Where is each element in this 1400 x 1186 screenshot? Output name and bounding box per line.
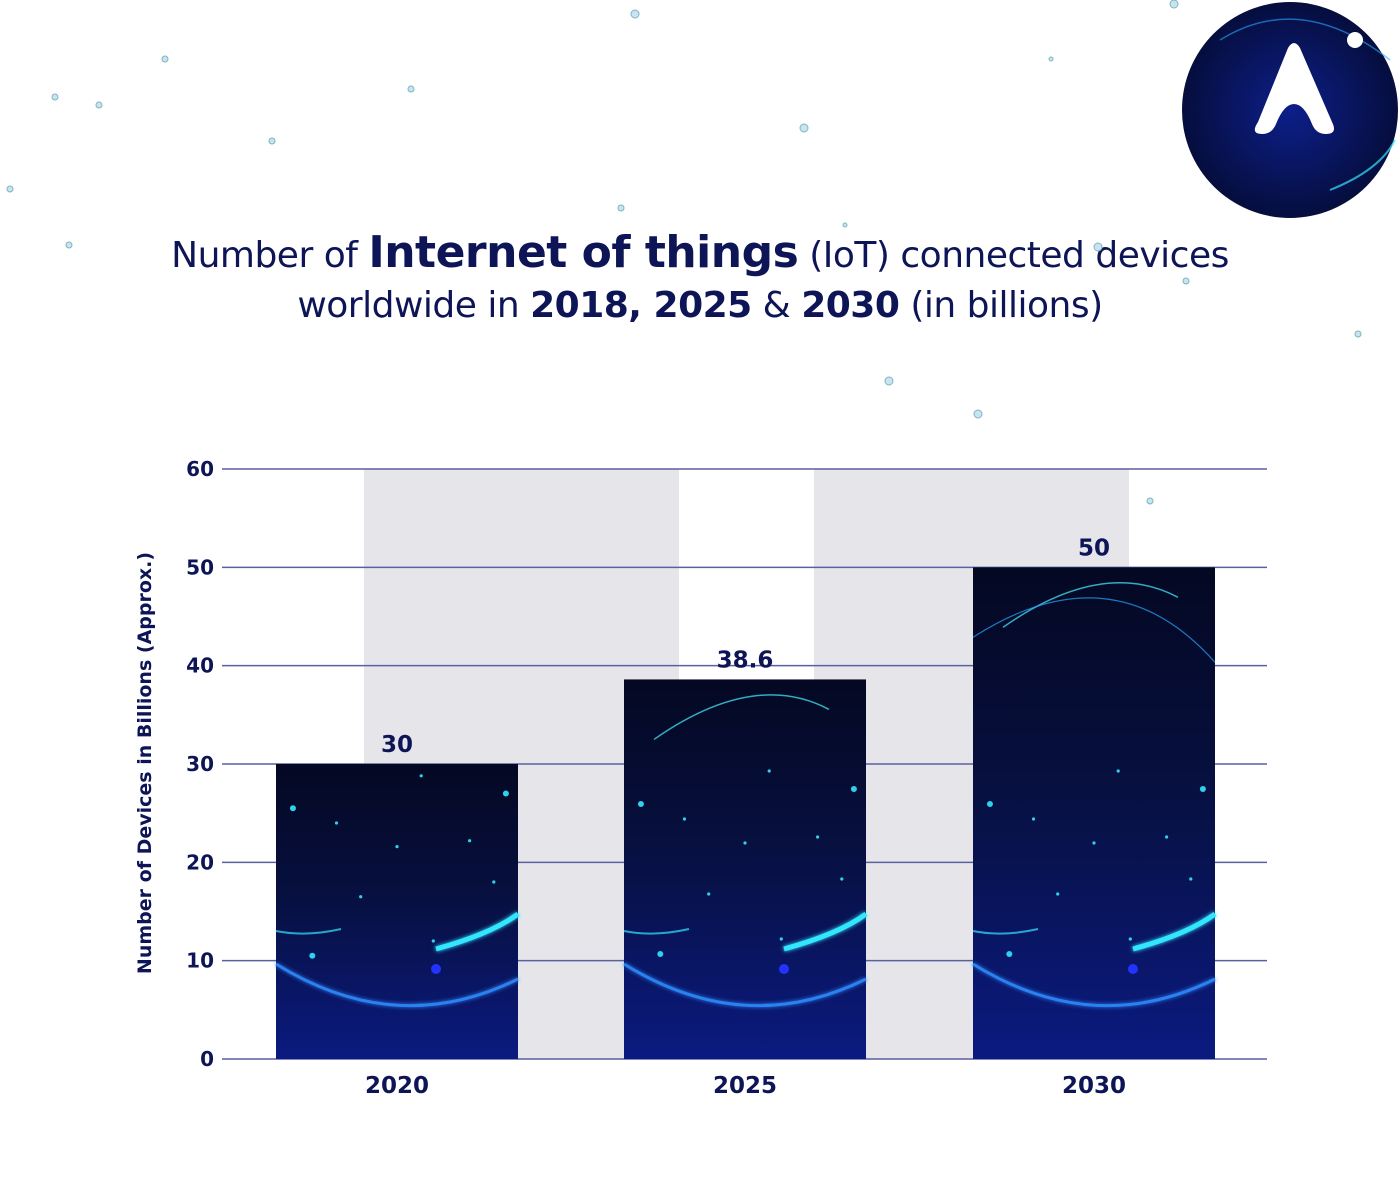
y-tick-label: 30 <box>186 752 214 776</box>
x-tick-label: 2020 <box>365 1073 429 1099</box>
y-tick-label: 60 <box>186 457 214 481</box>
background-dot <box>630 9 640 19</box>
x-tick-label: 2025 <box>713 1073 777 1099</box>
background-dot <box>65 241 73 249</box>
bars <box>275 567 1217 1059</box>
title-part1: Number of <box>171 235 369 276</box>
title-part4: (in billions) <box>899 285 1103 326</box>
background-dot <box>884 376 894 386</box>
title-amp: & <box>751 285 802 326</box>
background-dot <box>842 222 848 228</box>
background-dot <box>1182 277 1190 285</box>
background-dot <box>407 85 415 93</box>
background-dot <box>161 55 169 63</box>
y-tick-label: 10 <box>186 949 214 973</box>
y-tick-label: 0 <box>200 1047 214 1071</box>
background-dots <box>6 0 1362 761</box>
y-axis-label: Number of Devices in Billions (Approx.) <box>134 552 156 974</box>
bar-2020 <box>275 764 520 1059</box>
chart-title: Number of Internet of things (IoT) conne… <box>0 228 1400 331</box>
title-part3: worldwide in <box>297 285 531 326</box>
background-dot <box>1169 0 1179 9</box>
brand-logo <box>1182 2 1398 218</box>
background-dot <box>1146 497 1154 505</box>
y-tick-label: 50 <box>186 555 214 579</box>
y-tick-label: 40 <box>186 654 214 678</box>
background-dot <box>1354 330 1362 338</box>
background-dot <box>617 204 625 212</box>
x-tick-label: 2030 <box>1062 1073 1126 1099</box>
background-dot <box>95 101 103 109</box>
data-label: 38.6 <box>717 647 774 673</box>
background-dot <box>1093 242 1103 252</box>
background-dot <box>1048 56 1054 62</box>
bar <box>973 567 1215 1059</box>
background-dot <box>799 123 809 133</box>
background-dot <box>6 185 14 193</box>
data-label: 50 <box>1078 535 1110 561</box>
a-logo-icon <box>1254 32 1363 134</box>
background-dot <box>268 137 276 145</box>
bar-2025 <box>623 679 868 1059</box>
logo-circle <box>1182 2 1398 218</box>
bar-2030 <box>972 567 1217 1059</box>
bar <box>276 764 518 1059</box>
background-dot <box>51 93 59 101</box>
y-tick-label: 20 <box>186 850 214 874</box>
data-label: 30 <box>381 732 413 758</box>
bar <box>624 679 866 1059</box>
background-dot <box>973 409 983 419</box>
title-years-1: 2018, 2025 <box>530 285 752 326</box>
title-part2: (IoT) connected devices <box>798 235 1229 276</box>
title-years-2: 2030 <box>801 285 900 326</box>
title-emphasis: Internet of things <box>368 227 799 278</box>
